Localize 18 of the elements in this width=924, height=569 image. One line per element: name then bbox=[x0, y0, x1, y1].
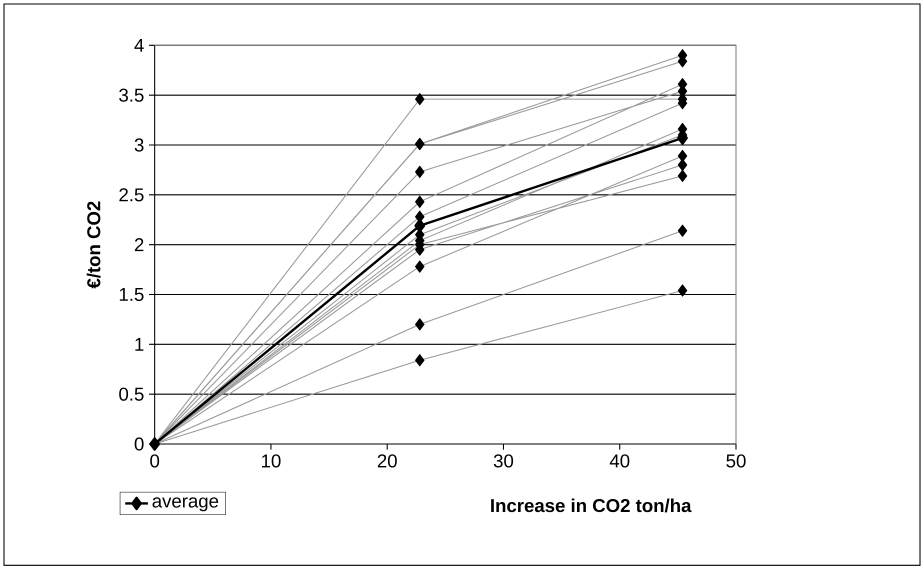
y-tick-label: 4 bbox=[134, 38, 144, 52]
x-tick-label: 20 bbox=[378, 454, 397, 468]
x-axis-title: Increase in CO2 ton/ha bbox=[491, 498, 692, 512]
y-tick-label: 1.5 bbox=[120, 288, 144, 301]
x-tick-label: 10 bbox=[262, 454, 281, 468]
x-tick-label: 30 bbox=[494, 454, 514, 468]
y-axis-title: €/ton CO2 bbox=[86, 201, 101, 288]
y-tick-label: 2 bbox=[134, 238, 144, 251]
x-tick-label: 0 bbox=[150, 454, 160, 468]
y-tick-label: 3.5 bbox=[119, 88, 144, 102]
y-tick-label: 0 bbox=[134, 437, 144, 450]
y-tick-label: 1 bbox=[135, 338, 144, 351]
y-tick-label: 3 bbox=[134, 138, 144, 152]
legend-label: average bbox=[152, 497, 218, 512]
x-tick-label: 50 bbox=[726, 454, 746, 468]
x-tick-label: 40 bbox=[610, 454, 630, 468]
y-tick-label: 2.5 bbox=[119, 188, 144, 202]
y-tick-label: 0.5 bbox=[119, 387, 144, 401]
